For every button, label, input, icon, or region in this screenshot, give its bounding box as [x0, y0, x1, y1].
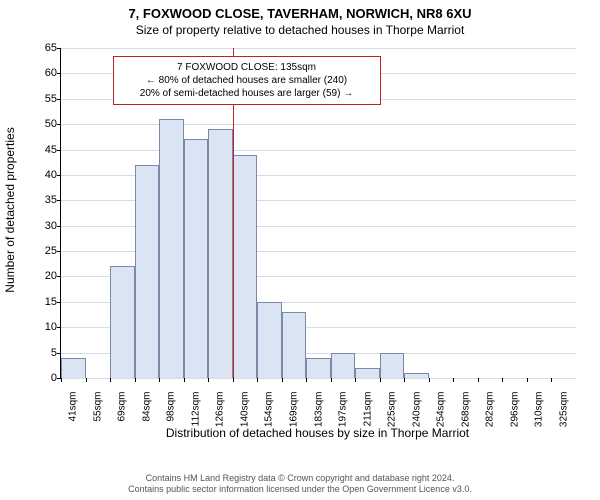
page-subtitle: Size of property relative to detached ho… [0, 21, 600, 37]
histogram-bar [233, 155, 258, 378]
histogram-bar [208, 129, 233, 378]
y-tick-label: 60 [31, 67, 57, 79]
y-tick-label: 0 [31, 372, 57, 384]
histogram-bar [306, 358, 331, 378]
gridline [61, 378, 576, 379]
histogram-bar [331, 353, 356, 378]
histogram-bar [380, 353, 405, 378]
x-axis-label: Distribution of detached houses by size … [60, 426, 575, 440]
footer-line-1: Contains HM Land Registry data © Crown c… [0, 473, 600, 485]
histogram-bar [110, 266, 135, 378]
footer-line-2: Contains public sector information licen… [0, 484, 600, 496]
footer-attribution: Contains HM Land Registry data © Crown c… [0, 473, 600, 496]
histogram-bar [355, 368, 380, 378]
histogram-bar [159, 119, 184, 378]
y-tick-label: 50 [31, 118, 57, 130]
histogram-bar [404, 373, 429, 378]
page-title: 7, FOXWOOD CLOSE, TAVERHAM, NORWICH, NR8… [0, 0, 600, 21]
y-tick-label: 35 [31, 194, 57, 206]
y-tick-label: 55 [31, 93, 57, 105]
gridline [61, 48, 576, 49]
y-tick-label: 5 [31, 347, 57, 359]
annotation-line: ← 80% of detached houses are smaller (24… [122, 74, 372, 87]
histogram-bar [282, 312, 307, 378]
histogram-bar [61, 358, 86, 378]
histogram-chart: 0510152025303540455055606541sqm55sqm69sq… [60, 48, 576, 379]
y-tick-label: 65 [31, 42, 57, 54]
y-axis-label: Number of detached properties [3, 120, 17, 300]
gridline [61, 150, 576, 151]
y-tick-label: 15 [31, 296, 57, 308]
y-tick-label: 10 [31, 321, 57, 333]
histogram-bar [257, 302, 282, 378]
y-tick-label: 25 [31, 245, 57, 257]
y-tick-label: 45 [31, 144, 57, 156]
annotation-line: 20% of semi-detached houses are larger (… [122, 87, 372, 100]
annotation-line: 7 FOXWOOD CLOSE: 135sqm [122, 61, 372, 74]
y-tick-label: 20 [31, 270, 57, 282]
y-tick-label: 30 [31, 220, 57, 232]
gridline [61, 124, 576, 125]
histogram-bar [135, 165, 160, 378]
y-tick-label: 40 [31, 169, 57, 181]
histogram-bar [184, 139, 209, 378]
annotation-box: 7 FOXWOOD CLOSE: 135sqm← 80% of detached… [113, 56, 381, 105]
